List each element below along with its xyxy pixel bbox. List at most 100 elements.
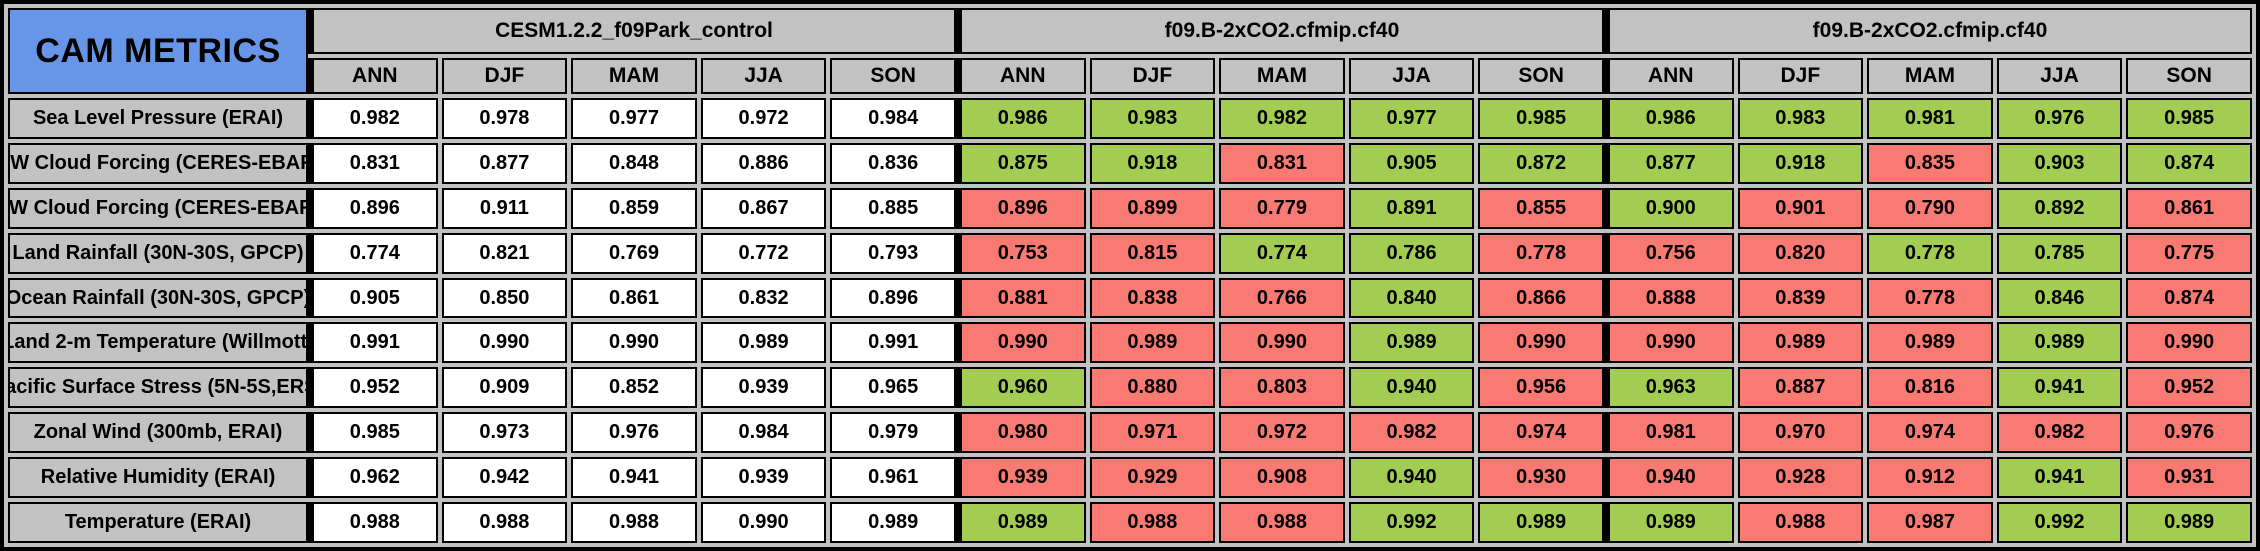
metric-cell: 0.989 bbox=[1996, 322, 2123, 364]
row-label: LW Cloud Forcing (CERES-EBAF) bbox=[8, 187, 308, 229]
metric-cell: 0.786 bbox=[1348, 232, 1475, 274]
season-header-g1-ann: ANN bbox=[312, 58, 438, 94]
metric-cell: 0.778 bbox=[1478, 232, 1604, 274]
metric-cell: 0.988 bbox=[571, 502, 697, 543]
metric-cell: 0.982 bbox=[1348, 412, 1475, 454]
row-label: SW Cloud Forcing (CERES-EBAF) bbox=[8, 142, 308, 184]
metric-cell: 0.974 bbox=[1867, 412, 1993, 454]
metric-cell: 0.977 bbox=[1348, 98, 1475, 139]
metric-cell: 0.766 bbox=[1219, 277, 1345, 319]
metric-cell: 0.911 bbox=[441, 187, 568, 229]
row-label-text: Sea Level Pressure (ERAI) bbox=[32, 106, 284, 129]
metric-cell: 0.989 bbox=[1089, 322, 1216, 364]
metric-cell: 0.979 bbox=[830, 412, 956, 454]
metric-cell: 0.838 bbox=[1089, 277, 1216, 319]
metric-cell: 0.939 bbox=[959, 457, 1086, 499]
row-label: Relative Humidity (ERAI) bbox=[8, 457, 308, 499]
metrics-rows: Sea Level Pressure (ERAI) 0.982 0.978 0.977… bbox=[8, 98, 2252, 543]
metric-cell: 0.940 bbox=[1348, 367, 1475, 409]
metric-cell: 0.981 bbox=[1607, 412, 1734, 454]
row-label: Sea Level Pressure (ERAI) bbox=[8, 98, 308, 139]
row-label: Land 2-m Temperature (Willmott) bbox=[8, 322, 308, 364]
metric-cell: 0.778 bbox=[1867, 277, 1993, 319]
metric-cell: 0.903 bbox=[1996, 142, 2123, 184]
metric-cell: 0.982 bbox=[1996, 412, 2123, 454]
season-header-row: ANN DJF MAM JJA SON ANN DJF MAM JJA SON ANN DJF MAM J… bbox=[8, 58, 2252, 94]
season-header-g2-djf: DJF bbox=[1089, 58, 1216, 94]
metric-cell: 0.989 bbox=[959, 502, 1086, 543]
metric-cell: 0.990 bbox=[441, 322, 568, 364]
metric-cell: 0.840 bbox=[1348, 277, 1475, 319]
metric-cell: 0.866 bbox=[1478, 277, 1604, 319]
metric-cell: 0.990 bbox=[2126, 322, 2252, 364]
metric-cell: 0.989 bbox=[700, 322, 827, 364]
metric-cell: 0.912 bbox=[1867, 457, 1993, 499]
row-label: Pacific Surface Stress (5N-5S,ERS) bbox=[8, 367, 308, 409]
metric-cell: 0.942 bbox=[441, 457, 568, 499]
metric-cell: 0.877 bbox=[1607, 142, 1734, 184]
metric-cell: 0.861 bbox=[571, 277, 697, 319]
metric-cell: 0.990 bbox=[959, 322, 1086, 364]
metric-cell: 0.877 bbox=[441, 142, 568, 184]
metric-cell: 0.859 bbox=[571, 187, 697, 229]
metric-cell: 0.989 bbox=[1607, 502, 1734, 543]
row-label-text: Ocean Rainfall (30N-30S, GPCP) bbox=[10, 286, 306, 309]
metric-cell: 0.980 bbox=[959, 412, 1086, 454]
metric-cell: 0.831 bbox=[1219, 142, 1345, 184]
metric-cell: 0.989 bbox=[1348, 322, 1475, 364]
metric-cell: 0.846 bbox=[1996, 277, 2123, 319]
metric-cell: 0.831 bbox=[312, 142, 438, 184]
metric-cell: 0.972 bbox=[700, 98, 827, 139]
metric-cell: 0.989 bbox=[830, 502, 956, 543]
metric-row: SW Cloud Forcing (CERES-EBAF) 0.831 0.877 0… bbox=[8, 142, 2252, 184]
row-label-text: SW Cloud Forcing (CERES-EBAF) bbox=[10, 151, 306, 174]
metric-row: Sea Level Pressure (ERAI) 0.982 0.978 0.977… bbox=[8, 98, 2252, 139]
row-label: Temperature (ERAI) bbox=[8, 502, 308, 543]
row-label: Zonal Wind (300mb, ERAI) bbox=[8, 412, 308, 454]
metric-cell: 0.774 bbox=[312, 232, 438, 274]
metric-cell: 0.886 bbox=[700, 142, 827, 184]
metric-cell: 0.990 bbox=[1478, 322, 1604, 364]
row-label: Land Rainfall (30N-30S, GPCP) bbox=[8, 232, 308, 274]
metric-cell: 0.982 bbox=[312, 98, 438, 139]
table-title: CAM METRICS bbox=[8, 8, 308, 94]
metric-cell: 0.909 bbox=[441, 367, 568, 409]
row-label-text: Relative Humidity (ERAI) bbox=[40, 466, 276, 489]
metric-cell: 0.779 bbox=[1219, 187, 1345, 229]
metric-cell: 0.769 bbox=[571, 232, 697, 274]
metric-cell: 0.901 bbox=[1737, 187, 1864, 229]
metric-cell: 0.982 bbox=[1219, 98, 1345, 139]
metric-cell: 0.790 bbox=[1867, 187, 1993, 229]
metric-cell: 0.939 bbox=[700, 367, 827, 409]
column-group-experiment-1: f09.B-2xCO2.cfmip.cf40 bbox=[959, 8, 1604, 54]
metric-cell: 0.989 bbox=[1737, 322, 1864, 364]
metric-cell: 0.836 bbox=[830, 142, 956, 184]
row-label: Ocean Rainfall (30N-30S, GPCP) bbox=[8, 277, 308, 319]
metric-cell: 0.896 bbox=[830, 277, 956, 319]
metric-cell: 0.960 bbox=[959, 367, 1086, 409]
metric-cell: 0.874 bbox=[2126, 142, 2252, 184]
season-header-g3-mam: MAM bbox=[1867, 58, 1993, 94]
metric-cell: 0.988 bbox=[441, 502, 568, 543]
metric-cell: 0.990 bbox=[571, 322, 697, 364]
metric-cell: 0.918 bbox=[1089, 142, 1216, 184]
metric-cell: 0.803 bbox=[1219, 367, 1345, 409]
metric-cell: 0.991 bbox=[312, 322, 438, 364]
metric-cell: 0.872 bbox=[1478, 142, 1604, 184]
season-header-g3-ann: ANN bbox=[1607, 58, 1734, 94]
metric-cell: 0.992 bbox=[1348, 502, 1475, 543]
season-header-g3-djf: DJF bbox=[1737, 58, 1864, 94]
metric-cell: 0.855 bbox=[1478, 187, 1604, 229]
metric-cell: 0.981 bbox=[1867, 98, 1993, 139]
row-label-text: LW Cloud Forcing (CERES-EBAF) bbox=[10, 196, 306, 219]
metric-cell: 0.983 bbox=[1737, 98, 1864, 139]
metric-cell: 0.772 bbox=[700, 232, 827, 274]
metric-row: Zonal Wind (300mb, ERAI) 0.985 0.973 0.976 0… bbox=[8, 412, 2252, 454]
metric-row: Ocean Rainfall (30N-30S, GPCP) 0.905 0.850… bbox=[8, 277, 2252, 319]
metric-cell: 0.930 bbox=[1478, 457, 1604, 499]
metric-cell: 0.891 bbox=[1348, 187, 1475, 229]
metric-cell: 0.867 bbox=[700, 187, 827, 229]
metric-cell: 0.835 bbox=[1867, 142, 1993, 184]
metric-cell: 0.962 bbox=[312, 457, 438, 499]
metric-cell: 0.816 bbox=[1867, 367, 1993, 409]
